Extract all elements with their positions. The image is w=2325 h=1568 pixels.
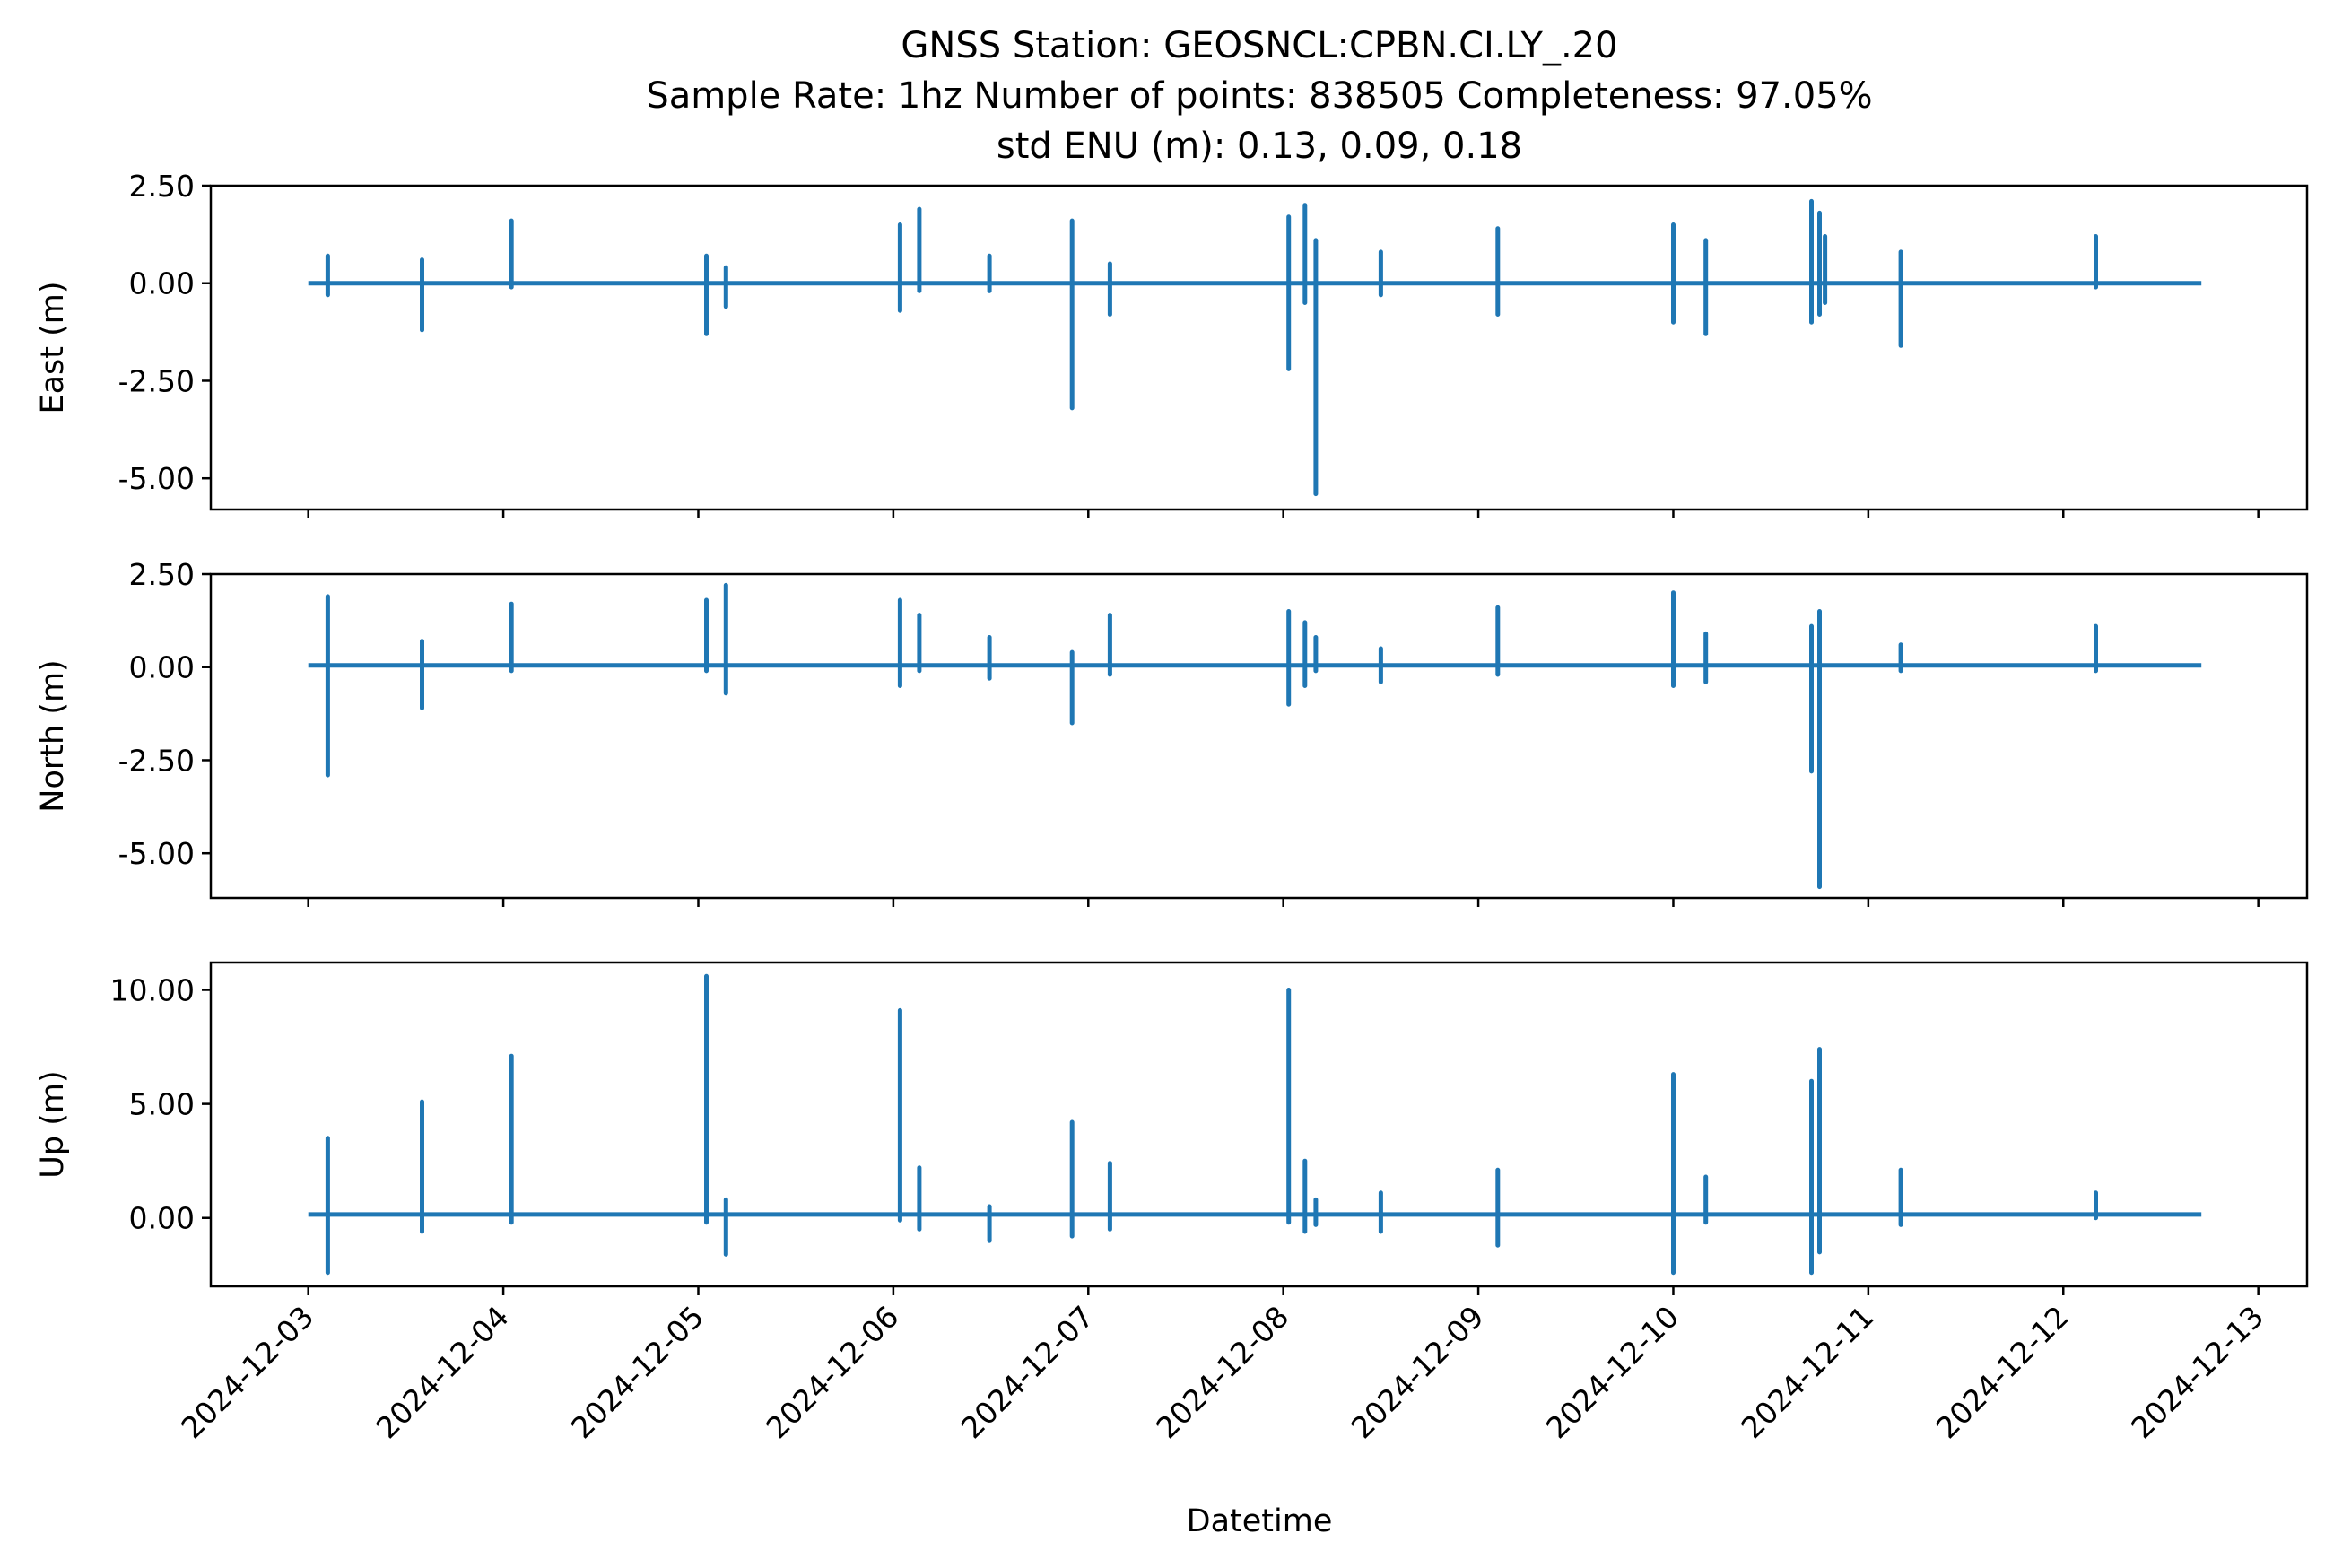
x-tick-label: 2024-12-03: [174, 1299, 320, 1445]
title-line-1: GNSS Station: GEOSNCL:CPBN.CI.LY_.20: [901, 25, 1617, 66]
x-tick-label: 2024-12-05: [564, 1299, 710, 1445]
y-tick-label: 0.00: [129, 266, 195, 301]
x-tick-label: 2024-12-07: [954, 1299, 1101, 1445]
y-axis-label: Up (m): [35, 1070, 71, 1178]
panel-3: 10.00 5.00 0.00 Up (m): [35, 961, 2309, 1295]
plot-frame: [209, 961, 2309, 1288]
y-tick-label: 10.00: [110, 973, 195, 1008]
x-tick-label: 2024-12-08: [1149, 1299, 1295, 1445]
plot-frame: [209, 184, 2309, 511]
plot-frame: [209, 572, 2309, 900]
y-axis-label: East (m): [35, 281, 71, 414]
y-axis-label: North (m): [35, 659, 71, 812]
series-line-1: [308, 198, 2202, 497]
x-axis: 2024-12-03 2024-12-04 2024-12-05 2024-12-06…: [174, 1299, 2270, 1445]
title-line-3: std ENU (m): 0.13, 0.09, 0.18: [997, 126, 1522, 167]
series-line-2: [308, 582, 2202, 890]
y-tick-label: -2.50: [118, 363, 195, 398]
y-tick-label: 0.00: [129, 650, 195, 685]
y-tick-label: 5.00: [129, 1087, 195, 1122]
panel-2: 2.50 0.00 -2.50 -5.00 North (m): [35, 557, 2309, 907]
y-tick-label: -2.50: [118, 743, 195, 778]
x-tick-label: 2024-12-06: [759, 1299, 905, 1445]
x-tick-label: 2024-12-11: [1734, 1299, 1880, 1445]
y-tick-label: 2.50: [129, 557, 195, 592]
panels-layer: 2.50 0.00 -2.50 -5.00 East (m) 2.50 0.00 -2.50 -…: [35, 169, 2309, 1295]
x-tick-label: 2024-12-10: [1539, 1299, 1685, 1445]
chart-title: GNSS Station: GEOSNCL:CPBN.CI.LY_.20 Sam…: [646, 25, 1872, 167]
x-axis-label: Datetime: [1187, 1503, 1333, 1539]
x-tick-label: 2024-12-04: [370, 1299, 516, 1445]
x-tick-label: 2024-12-09: [1345, 1299, 1491, 1445]
y-tick-label: 0.00: [129, 1201, 195, 1236]
title-line-2: Sample Rate: 1hz Number of points: 83850…: [646, 75, 1872, 117]
panel-1: 2.50 0.00 -2.50 -5.00 East (m): [35, 169, 2309, 518]
series-line-3: [308, 973, 2202, 1276]
y-tick-label: 2.50: [129, 169, 195, 204]
y-tick-label: -5.00: [118, 836, 195, 871]
y-tick-label: -5.00: [118, 461, 195, 496]
x-tick-label: 2024-12-13: [2124, 1299, 2270, 1445]
x-tick-label: 2024-12-12: [1929, 1299, 2076, 1445]
